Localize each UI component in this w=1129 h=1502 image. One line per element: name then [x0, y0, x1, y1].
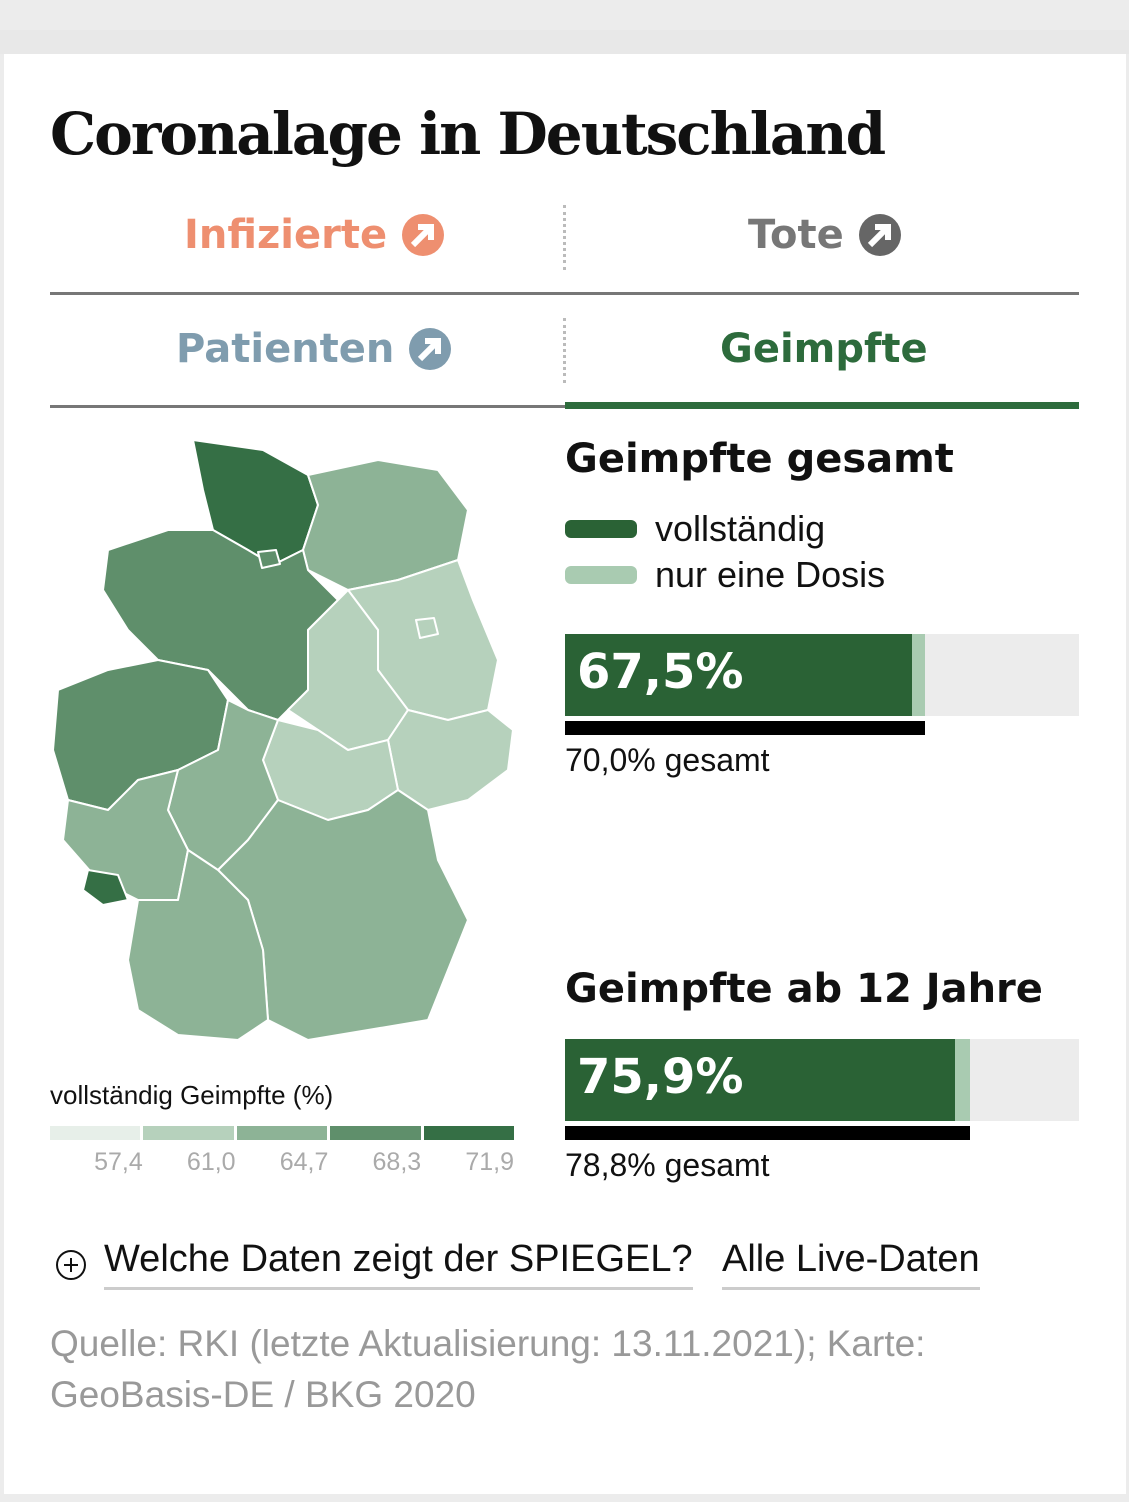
section-heading-gesamt: Geimpfte gesamt [565, 436, 954, 482]
map-region-saarland [82, 869, 129, 906]
legend-tick: 68,3 [372, 1148, 422, 1176]
tab-label: Infizierte [184, 212, 388, 258]
tab-geimpfte[interactable]: Geimpfte [720, 326, 928, 372]
legend-tick: 71,9 [465, 1148, 514, 1176]
active-tab-indicator [565, 402, 1079, 409]
legend-swatch [236, 1126, 328, 1140]
live-data-link[interactable]: Alle Live-Daten [722, 1238, 980, 1290]
tab-patienten[interactable]: Patienten [176, 326, 452, 372]
legend-swatch [423, 1126, 515, 1140]
plus-circle-icon[interactable] [56, 1250, 86, 1280]
bar-full-fill [565, 634, 912, 716]
tab-label: Geimpfte [720, 326, 928, 372]
legend-tick: 64,7 [279, 1148, 329, 1176]
tab-tote[interactable]: Tote [748, 212, 902, 258]
section-heading-ab-12: Geimpfte ab 12 Jahre [565, 966, 1043, 1012]
arrow-up-right-icon [409, 328, 452, 370]
total-label: 70,0% gesamt [565, 742, 770, 778]
legend-tick: 61,0 [186, 1148, 236, 1176]
bar-full-fill [565, 1039, 956, 1121]
data-info-link[interactable]: Welche Daten zeigt der SPIEGEL? [104, 1238, 693, 1290]
tab-label: Tote [748, 212, 844, 258]
tab-separator [563, 318, 566, 383]
total-label: 78,8% gesamt [565, 1147, 770, 1183]
key-full: vollständig [565, 508, 825, 550]
legend-title: vollständig Geimpfte (%) [50, 1080, 334, 1110]
bar-value-label: 75,9% [577, 1049, 744, 1105]
vaccination-bar-ab-12: 75,9% [565, 1039, 1079, 1121]
tab-divider [50, 292, 1079, 295]
legend-scale [50, 1126, 515, 1140]
source-note: Quelle: RKI (letzte Aktualisierung: 13.1… [50, 1323, 926, 1415]
key-label: vollständig [655, 508, 826, 549]
arrow-up-right-icon [858, 214, 901, 256]
tab-infizierte[interactable]: Infizierte [184, 212, 445, 258]
key-partial: nur eine Dosis [565, 554, 885, 596]
germany-vaccination-map [52, 439, 514, 1041]
legend-tick: 57,4 [94, 1148, 143, 1176]
legend-ticks: 57,4 61,0 64,7 68,3 71,9 [50, 1148, 514, 1177]
tab-label: Patienten [176, 326, 395, 372]
map-region-baden-wuerttemberg [127, 849, 269, 1041]
total-marker-bar [565, 721, 925, 735]
arrow-up-right-icon [402, 214, 445, 256]
key-label: nur eine Dosis [655, 554, 886, 595]
bar-value-label: 67,5% [577, 644, 744, 700]
tab-separator [563, 205, 566, 270]
page-title: Coronalage in Deutschland [50, 100, 886, 168]
key-swatch-partial [565, 566, 637, 584]
legend-swatch [330, 1126, 421, 1140]
key-swatch-full [565, 520, 637, 538]
map-region-hamburg [257, 549, 281, 569]
vaccination-bar-gesamt: 67,5% [565, 634, 1079, 716]
total-marker-bar [565, 1126, 971, 1140]
top-bar [0, 30, 1129, 54]
legend-swatch [50, 1126, 141, 1140]
map-region-berlin [415, 617, 439, 639]
tab-divider [50, 405, 565, 408]
legend-swatch [143, 1126, 234, 1140]
